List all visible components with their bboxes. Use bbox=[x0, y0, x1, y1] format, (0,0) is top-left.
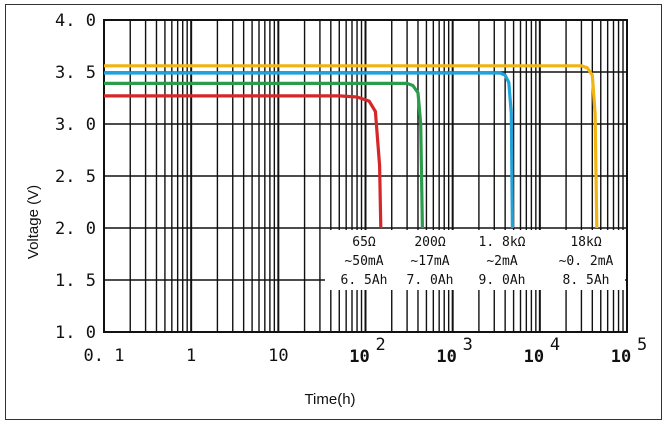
annotation-load-3: 1. 8kΩ bbox=[479, 235, 526, 250]
annotation-capacity-2: 7. 0Ah bbox=[407, 273, 454, 288]
x-tick-label: 0. 1 bbox=[84, 346, 125, 366]
y-tick-label: 1. 5 bbox=[55, 271, 96, 291]
annotation-load-2: 200Ω bbox=[414, 235, 445, 250]
annotation-current-2: ~17mA bbox=[410, 254, 449, 269]
x-tick-labels: 0. 1 1 10 10 2 10 3 10 4 10 5 bbox=[84, 335, 648, 367]
chart-frame bbox=[5, 4, 662, 420]
annotation-load-4: 18kΩ bbox=[570, 235, 601, 250]
y-tick-label: 1. 0 bbox=[55, 323, 96, 343]
x-tick-exponent: 5 bbox=[637, 335, 647, 355]
x-tick-label: 10 bbox=[436, 347, 456, 367]
x-tick-exponent: 2 bbox=[376, 335, 386, 355]
series-line-1 bbox=[104, 94, 383, 229]
x-tick-label: 10 bbox=[268, 346, 288, 366]
plot-border bbox=[103, 19, 628, 333]
x-tick-exponent: 4 bbox=[550, 335, 560, 355]
x-tick-label: 10 bbox=[611, 347, 631, 367]
series-line-2 bbox=[104, 81, 424, 229]
x-axis-label: Time(h) bbox=[304, 391, 355, 408]
annotation-capacity-1: 6. 5Ah bbox=[341, 273, 388, 288]
y-tick-label: 3. 5 bbox=[55, 63, 96, 83]
series-line-4 bbox=[104, 64, 599, 229]
annotation-capacity-3: 9. 0Ah bbox=[479, 273, 526, 288]
x-tick-label: 1 bbox=[186, 346, 196, 366]
y-axis-label: Voltage (V) bbox=[25, 185, 42, 259]
y-tick-label: 2. 0 bbox=[55, 219, 96, 239]
x-tick-label: 10 bbox=[524, 347, 544, 367]
x-tick-label: 10 bbox=[349, 347, 369, 367]
y-tick-label: 2. 5 bbox=[55, 167, 96, 187]
annotation-capacity-4: 8. 5Ah bbox=[563, 273, 610, 288]
y-tick-labels: 4. 0 3. 5 3. 0 2. 5 2. 0 1. 5 1. 0 bbox=[55, 11, 96, 343]
series-line-3 bbox=[104, 71, 514, 229]
y-tick-label: 4. 0 bbox=[55, 11, 96, 31]
annotation-load-1: 65Ω bbox=[352, 235, 376, 250]
annotation-current-3: ~2mA bbox=[486, 254, 517, 269]
annotation-box bbox=[325, 230, 625, 290]
y-tick-label: 3. 0 bbox=[55, 115, 96, 135]
annotation-current-1: ~50mA bbox=[344, 254, 383, 269]
series-layer bbox=[104, 64, 599, 229]
x-tick-exponent: 3 bbox=[463, 335, 473, 355]
annotation-layer: 65Ω ~50mA 6. 5Ah 200Ω ~17mA 7. 0Ah 1. 8kΩ ~2mA 9… bbox=[341, 235, 614, 288]
annotation-current-4: ~0. 2mA bbox=[559, 254, 614, 269]
